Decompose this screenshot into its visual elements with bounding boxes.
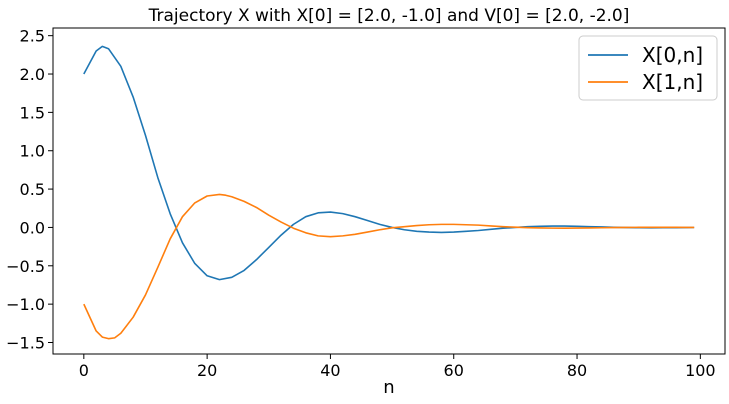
x-tick-label: 100 — [685, 361, 716, 380]
y-tick-label: 2.5 — [20, 27, 45, 46]
x-tick-label: 0 — [79, 361, 89, 380]
legend-box — [578, 35, 718, 101]
x-tick-label: 40 — [320, 361, 340, 380]
x-tick-label: 20 — [197, 361, 217, 380]
x-axis-label: n — [383, 377, 394, 398]
chart-title: Trajectory X with X[0] = [2.0, -1.0] and… — [148, 6, 630, 26]
series-layer — [83, 45, 695, 340]
y-tick-label: −1.0 — [6, 295, 45, 314]
ticks-layer: 0 20 40 60 80 100 2.5 2.0 1.5 1.0 0.5 0.0 −0.5 −1.0 −1… — [6, 27, 715, 380]
legend-item-series-1[interactable]: X[1,n] — [588, 70, 703, 94]
legend-label-series-0: X[0,n] — [642, 43, 703, 67]
y-tick-label: 1.5 — [20, 103, 45, 122]
y-tick-label: 1.0 — [20, 142, 45, 161]
y-tick-label: −0.5 — [6, 257, 45, 276]
x-tick-label: 80 — [567, 361, 587, 380]
legend-item-series-0[interactable]: X[0,n] — [588, 43, 703, 67]
y-tick-label: 0.5 — [20, 180, 45, 199]
x-tick-label: 60 — [444, 361, 464, 380]
legend-label-series-1: X[1,n] — [642, 70, 703, 94]
y-tick-label: 2.0 — [20, 65, 45, 84]
series-line-1 — [83, 193, 695, 340]
y-tick-label: −1.5 — [6, 333, 45, 352]
plot-area-frame — [52, 27, 726, 355]
y-tick-label: 0.0 — [20, 218, 45, 237]
legend[interactable]: X[0,n] X[1,n] — [578, 35, 718, 101]
